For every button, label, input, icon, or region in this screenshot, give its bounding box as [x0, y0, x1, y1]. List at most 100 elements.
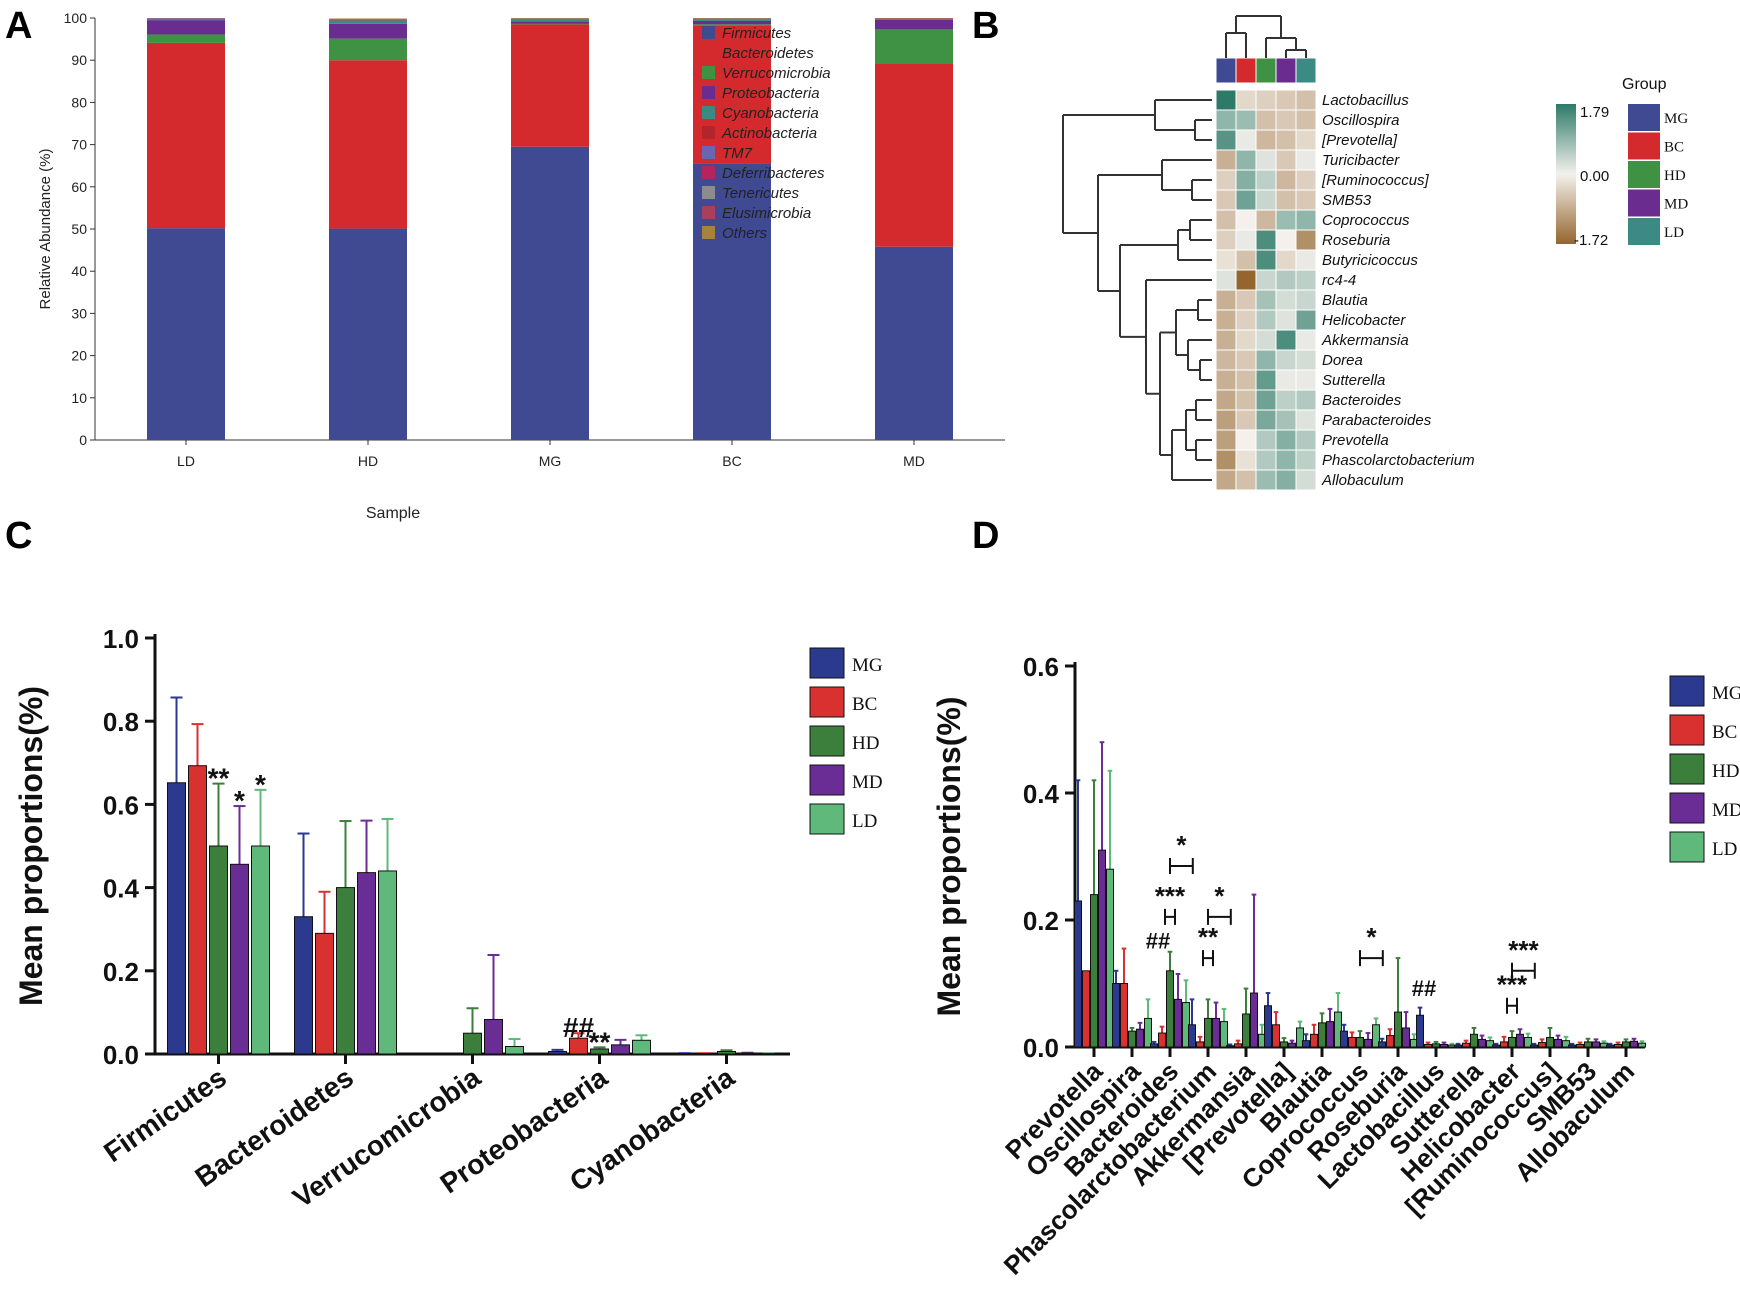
panel-a-bar-md-firmicutes — [875, 246, 953, 440]
panel-c-bar-cyanobacteria-ld — [759, 1053, 778, 1056]
panel-b-cell-rc4-4-md — [1275, 269, 1297, 291]
panel-b-row-label-parabacteroides: Parabacteroides — [1322, 412, 1432, 429]
panel-b-cell-bacteroides-mg — [1215, 389, 1237, 411]
panel-d-significance-bracket-phascolarctobacterium — [1207, 908, 1232, 925]
panel-c-legend-label-mg: MG — [852, 655, 883, 676]
panel-d-bar-sutterella-hd — [1470, 1033, 1478, 1048]
panel-b-cell-turicibacter-ld — [1295, 149, 1317, 171]
panel-c-bar-bacteroidetes-mg — [294, 916, 313, 1055]
panel-a-bar-md-others — [875, 18, 953, 19]
panel-b-row-label-ruminococcus: [Ruminococcus] — [1321, 172, 1430, 189]
panel-a-legend-swatch-firmicutes — [702, 26, 715, 39]
panel-d-significance-bacteroides: ## — [1146, 929, 1170, 954]
panel-d-bar-coprococcus-md — [1364, 1038, 1372, 1048]
panel-b-row-label-prevotella: Prevotella — [1322, 432, 1389, 449]
panel-a-legend-label-deferribacteres: Deferribacteres — [722, 165, 825, 182]
panel-b-row-label-allobaculum: Allobaculum — [1321, 472, 1404, 489]
panel-a-legend-label-actinobacteria: Actinobacteria — [721, 125, 817, 142]
panel-a-bar-bc-tenericutes — [693, 18, 771, 19]
panel-b-row-label-turicibacter: Turicibacter — [1322, 152, 1400, 169]
panel-d-bar-helicobacter-hd — [1508, 1036, 1516, 1048]
panel-b-cell-allobaculum-md — [1275, 469, 1297, 491]
panel-b-cell-prevotella-bc — [1235, 129, 1257, 151]
panel-d-legend-swatch-md — [1669, 792, 1705, 824]
panel-a-bar-hd-proteobacteria — [329, 23, 407, 39]
panel-c-bar-cyanobacteria-bc — [696, 1053, 715, 1056]
panel-b-cell-akkermansia-md — [1275, 329, 1297, 351]
panel-c-bar-cyanobacteria-mg — [675, 1053, 694, 1056]
panel-d-bar-phascolarctobacterium-mg — [1188, 1024, 1196, 1048]
panel-a-bar-hd-bacteroidetes — [329, 60, 407, 229]
panel-c-legend-swatch-ld — [809, 803, 845, 835]
panel-b-cell-smb53-hd — [1255, 189, 1277, 211]
panel-d-bar-lactobacillus-bc — [1424, 1043, 1432, 1048]
panel-d-bar-prevotella-md — [1098, 849, 1106, 1048]
panel-d-legend-label-md: MD — [1712, 800, 1740, 821]
panel-b-cell-prevotella-md — [1275, 129, 1297, 151]
panel-b-cell-coprococcus-hd — [1255, 209, 1277, 231]
panel-b-cell-blautia-md — [1275, 289, 1297, 311]
panel-a-label: A — [5, 5, 32, 47]
panel-a-bar-hd-others — [329, 18, 407, 19]
panel-b-cell-phascolarctobacterium-hd — [1255, 449, 1277, 471]
panel-b-cell-lactobacillus-ld — [1295, 89, 1317, 111]
panel-b-cell-phascolarctobacterium-bc — [1235, 449, 1257, 471]
panel-b-cell-butyricicoccus-bc — [1235, 249, 1257, 271]
panel-b-heatmap: B Lactobacillus Oscillospira [Prevotella] Tu… — [972, 5, 1688, 491]
panel-d-legend-label-mg: MG — [1712, 683, 1740, 704]
panel-a-bar-mg-actinobacteria — [511, 19, 589, 20]
panel-d-bar-oscillospira-hd — [1128, 1030, 1136, 1048]
panel-b-group-bar-mg — [1215, 57, 1237, 84]
panel-a-bar-bc-verrucomicrobia — [693, 24, 771, 26]
panel-b-cell-lactobacillus-md — [1275, 89, 1297, 111]
panel-d-bar-lactobacillus-mg — [1416, 1014, 1424, 1048]
panel-b-cell-coprococcus-bc — [1235, 209, 1257, 231]
panel-b-row-label-oscillospira: Oscillospira — [1322, 112, 1400, 129]
panel-d-bar-blautia-bc — [1310, 1033, 1318, 1048]
panel-a-bar-hd-actinobacteria — [329, 20, 407, 21]
panel-b-row-label-butyricicoccus: Butyricicoccus — [1322, 252, 1418, 269]
panel-b-cell-sutterella-hd — [1255, 369, 1277, 391]
panel-b-cell-parabacteroides-md — [1275, 409, 1297, 431]
panel-b-cell-helicobacter-bc — [1235, 309, 1257, 331]
panel-b-cell-ruminococcus-bc — [1235, 169, 1257, 191]
panel-b-group-legend-label-bc: BC — [1664, 140, 1684, 156]
panel-b-cell-roseburia-bc — [1235, 229, 1257, 251]
panel-b-cell-sutterella-ld — [1295, 369, 1317, 391]
panel-a-bar-hd-firmicutes — [329, 228, 407, 440]
panel-b-cell-dorea-mg — [1215, 349, 1237, 371]
panel-b-cell-oscillospira-ld — [1295, 109, 1317, 131]
panel-b-cell-dorea-bc — [1235, 349, 1257, 371]
panel-d-y-tick-label: 0.6 — [1023, 652, 1059, 682]
panel-a-y-tick-label: 30 — [71, 305, 87, 321]
panel-c-bar-firmicutes-mg — [167, 782, 186, 1055]
panel-d-legend-swatch-bc — [1669, 714, 1705, 746]
panel-a-legend-label-tenericutes: Tenericutes — [722, 185, 799, 202]
panel-b-cell-allobaculum-ld — [1295, 469, 1317, 491]
panel-a-x-axis-label: Sample — [366, 505, 420, 522]
panel-b-group-bar-md — [1275, 57, 1297, 84]
panel-c-significance-firmicutes: ** — [208, 763, 230, 794]
panel-c-significance-proteobacteria: ## — [563, 1012, 595, 1043]
panel-c-significance-firmicutes: * — [255, 769, 266, 800]
panel-b-cell-allobaculum-hd — [1255, 469, 1277, 491]
panel-c-legend-label-bc: BC — [852, 694, 877, 715]
panel-d-significance-bacteroides: * — [1176, 830, 1187, 860]
panel-b-cell-rc4-4-hd — [1255, 269, 1277, 291]
panel-a-legend-label-firmicutes: Firmicutes — [722, 25, 792, 42]
panel-d-bar-phascolarctobacterium-hd — [1204, 1017, 1212, 1048]
panel-b-group-legend-swatch-mg — [1628, 104, 1660, 131]
panel-d-bar-phascolarctobacterium-ld — [1220, 1021, 1228, 1048]
panel-a-bar-mg-firmicutes — [511, 146, 589, 440]
panel-a-bar-md-verrucomicrobia — [875, 29, 953, 64]
panel-b-cell-butyricicoccus-hd — [1255, 249, 1277, 271]
panel-a-x-tick-label: LD — [177, 453, 195, 469]
panel-a-bar-hd-cyanobacteria — [329, 20, 407, 24]
panel-c-y-tick-label: 0.8 — [103, 707, 139, 737]
panel-d-bar-oscillospira-ld — [1144, 1017, 1152, 1048]
panel-d-bar-allobaculum-bc — [1614, 1043, 1622, 1048]
panel-b-scale-mid-label: 0.00 — [1580, 168, 1609, 185]
panel-b-cell-blautia-ld — [1295, 289, 1317, 311]
panel-d-bar-phascolarctobacterium-md — [1212, 1017, 1220, 1048]
